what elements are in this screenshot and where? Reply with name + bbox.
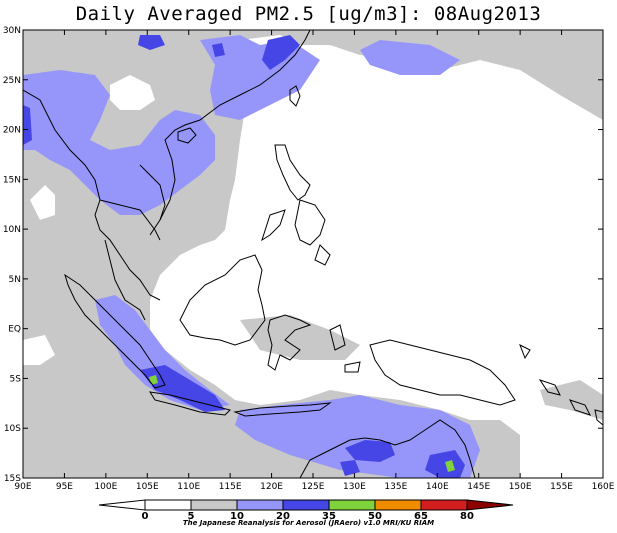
colorbar-label: 80: [460, 511, 474, 522]
coastlines: [23, 30, 603, 478]
lon-tick-label: 150E: [509, 482, 532, 492]
lon-tick-label: 140E: [426, 482, 449, 492]
colorbar-segment: [144, 499, 192, 511]
colorbar-high-arrow: [466, 499, 514, 511]
colorbar-segment: [236, 499, 284, 511]
lat-tick-label: 5N: [9, 275, 21, 285]
lon-tick-label: 90E: [14, 482, 31, 492]
lat-tick-label: 10N: [3, 225, 21, 235]
longitude-axis: 90E 95E 100E 105E 110E 115E 120E 125E 130E 135E 14…: [14, 30, 615, 492]
colorbar-label: 5: [188, 511, 195, 522]
lon-tick-label: 135E: [384, 482, 407, 492]
colorbar-low-arrow: [98, 499, 146, 511]
colorbar-segment: [328, 499, 376, 511]
lat-tick-label: 10S: [4, 424, 21, 434]
lat-tick-label: 30N: [3, 26, 21, 36]
lon-tick-label: 110E: [177, 482, 200, 492]
level-20-35-regions: [23, 35, 480, 478]
lon-tick-label: 155E: [550, 482, 573, 492]
lat-tick-label: 25N: [3, 76, 21, 86]
colorbar-label: 50: [368, 511, 382, 522]
colorbar-label: 10: [230, 511, 244, 522]
colorbar-label: 0: [142, 511, 149, 522]
lon-tick-label: 95E: [56, 482, 73, 492]
lon-tick-label: 120E: [260, 482, 283, 492]
lon-tick-label: 100E: [94, 482, 117, 492]
lon-tick-label: 105E: [136, 482, 159, 492]
colorbar-segment: [420, 499, 468, 511]
lat-tick-label: 20N: [3, 126, 21, 136]
colorbar-label: 65: [414, 511, 428, 522]
colorbar: 0 5 10 20 35 50 65 80: [98, 499, 514, 522]
lon-tick-label: 160E: [592, 482, 615, 492]
lon-tick-label: 130E: [343, 482, 366, 492]
colorbar-label: 20: [276, 511, 290, 522]
lat-tick-label: EQ: [8, 325, 21, 335]
lon-tick-label: 115E: [219, 482, 242, 492]
lat-tick-label: 15N: [3, 175, 21, 185]
map-title: Daily Averaged PM2.5 [ug/m3]: 08Aug2013: [75, 3, 542, 25]
lon-tick-label: 125E: [302, 482, 325, 492]
credit-text: The Japanese Reanalysis for Aerosol (JRA…: [182, 519, 435, 527]
colorbar-segment: [374, 499, 422, 511]
colorbar-segment: [190, 499, 238, 511]
pm25-field: [23, 30, 603, 478]
lon-tick-label: 145E: [467, 482, 490, 492]
lat-tick-label: 15S: [4, 474, 21, 484]
latitude-axis: 30N 25N 20N 15N 10N 5N EQ 5S 10S 15S: [3, 26, 603, 484]
colorbar-label: 35: [322, 511, 336, 522]
colorbar-segment: [282, 499, 330, 511]
lat-tick-label: 5S: [10, 374, 22, 384]
